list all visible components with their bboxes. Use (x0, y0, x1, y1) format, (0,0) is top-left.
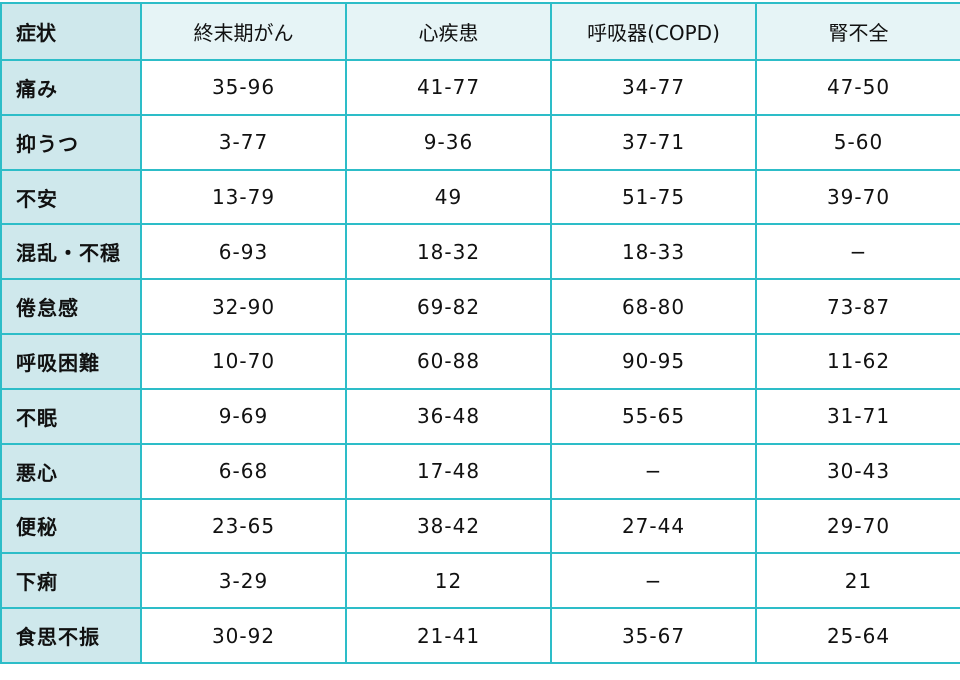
prevalence-cell: 60-88 (345, 333, 552, 390)
table-row: 悪心 6-68 17-48−30-43 (0, 442, 960, 500)
table-row: 混乱・不穏 6-93 18-32 18-33− (0, 223, 960, 281)
column-header: 呼吸器(COPD) (550, 2, 757, 61)
prevalence-cell: − (755, 223, 960, 281)
header-row: 症状 終末期がん 心疾患 呼吸器(COPD) 腎不全 (0, 2, 960, 61)
symptom-prevalence-table: 症状 終末期がん 心疾患 呼吸器(COPD) 腎不全 痛み 35-96 41-77 34-77… (0, 2, 960, 664)
symptom-label: 便秘 (0, 497, 142, 555)
table-row: 痛み 35-96 41-77 34-77 47-50 (0, 59, 960, 116)
table-row: 倦怠感 32-90 69-82 68-80 73-87 (0, 278, 960, 336)
prevalence-cell: 49 (345, 168, 552, 226)
prevalence-cell: 10-70 (140, 333, 347, 390)
prevalence-cell: 3-77 (140, 113, 347, 171)
prevalence-cell: 25-64 (755, 607, 960, 664)
prevalence-cell: 27-44 (550, 497, 757, 555)
prevalence-cell: 17-48 (345, 442, 552, 500)
prevalence-cell: 37-71 (550, 113, 757, 171)
prevalence-cell: 69-82 (345, 278, 552, 336)
prevalence-cell: 35-96 (140, 59, 347, 116)
symptom-label: 食思不振 (0, 607, 142, 664)
prevalence-cell: 5-60 (755, 113, 960, 171)
prevalence-cell: 6-68 (140, 442, 347, 500)
prevalence-cell: 68-80 (550, 278, 757, 336)
table-row: 呼吸困難 10-70 60-88 90-95 11-62 (0, 333, 960, 390)
symptom-label: 倦怠感 (0, 278, 142, 336)
symptom-label: 不安 (0, 168, 142, 226)
prevalence-cell: 13-79 (140, 168, 347, 226)
symptom-label: 抑うつ (0, 113, 142, 171)
prevalence-cell: 30-92 (140, 607, 347, 664)
symptom-label: 混乱・不穏 (0, 223, 142, 281)
column-header: 終末期がん (140, 2, 347, 61)
column-header: 症状 (0, 2, 142, 61)
prevalence-cell: 21 (755, 552, 960, 610)
table-row: 抑うつ 3-77 9-36 37-71 5-60 (0, 113, 960, 171)
table-row: 便秘 23-65 38-42 27-44 29-70 (0, 497, 960, 555)
prevalence-cell: 9-36 (345, 113, 552, 171)
prevalence-cell: 55-65 (550, 387, 757, 445)
prevalence-cell: 51-75 (550, 168, 757, 226)
prevalence-cell: − (550, 552, 757, 610)
symptom-label: 悪心 (0, 442, 142, 500)
prevalence-cell: 90-95 (550, 333, 757, 390)
prevalence-cell: − (550, 442, 757, 500)
symptom-label: 不眠 (0, 387, 142, 445)
table-row: 不安 13-79 49 51-75 39-70 (0, 168, 960, 226)
prevalence-cell: 36-48 (345, 387, 552, 445)
symptom-label: 呼吸困難 (0, 333, 142, 390)
prevalence-cell: 6-93 (140, 223, 347, 281)
symptom-label: 下痢 (0, 552, 142, 610)
prevalence-cell: 21-41 (345, 607, 552, 664)
prevalence-cell: 35-67 (550, 607, 757, 664)
table-row: 下痢 3-29 12−21 (0, 552, 960, 610)
prevalence-cell: 9-69 (140, 387, 347, 445)
table-row: 不眠 9-69 36-48 55-65 31-71 (0, 387, 960, 445)
prevalence-cell: 32-90 (140, 278, 347, 336)
prevalence-cell: 47-50 (755, 59, 960, 116)
prevalence-cell: 29-70 (755, 497, 960, 555)
prevalence-cell: 34-77 (550, 59, 757, 116)
prevalence-cell: 12 (345, 552, 552, 610)
prevalence-cell: 39-70 (755, 168, 960, 226)
table-row: 食思不振 30-92 21-41 35-67 25-64 (0, 607, 960, 664)
column-header: 心疾患 (345, 2, 552, 61)
prevalence-cell: 41-77 (345, 59, 552, 116)
prevalence-cell: 18-32 (345, 223, 552, 281)
prevalence-cell: 73-87 (755, 278, 960, 336)
prevalence-cell: 18-33 (550, 223, 757, 281)
prevalence-cell: 38-42 (345, 497, 552, 555)
prevalence-cell: 30-43 (755, 442, 960, 500)
symptom-label: 痛み (0, 59, 142, 116)
prevalence-cell: 3-29 (140, 552, 347, 610)
prevalence-cell: 23-65 (140, 497, 347, 555)
prevalence-cell: 11-62 (755, 333, 960, 390)
column-header: 腎不全 (755, 2, 960, 61)
prevalence-cell: 31-71 (755, 387, 960, 445)
